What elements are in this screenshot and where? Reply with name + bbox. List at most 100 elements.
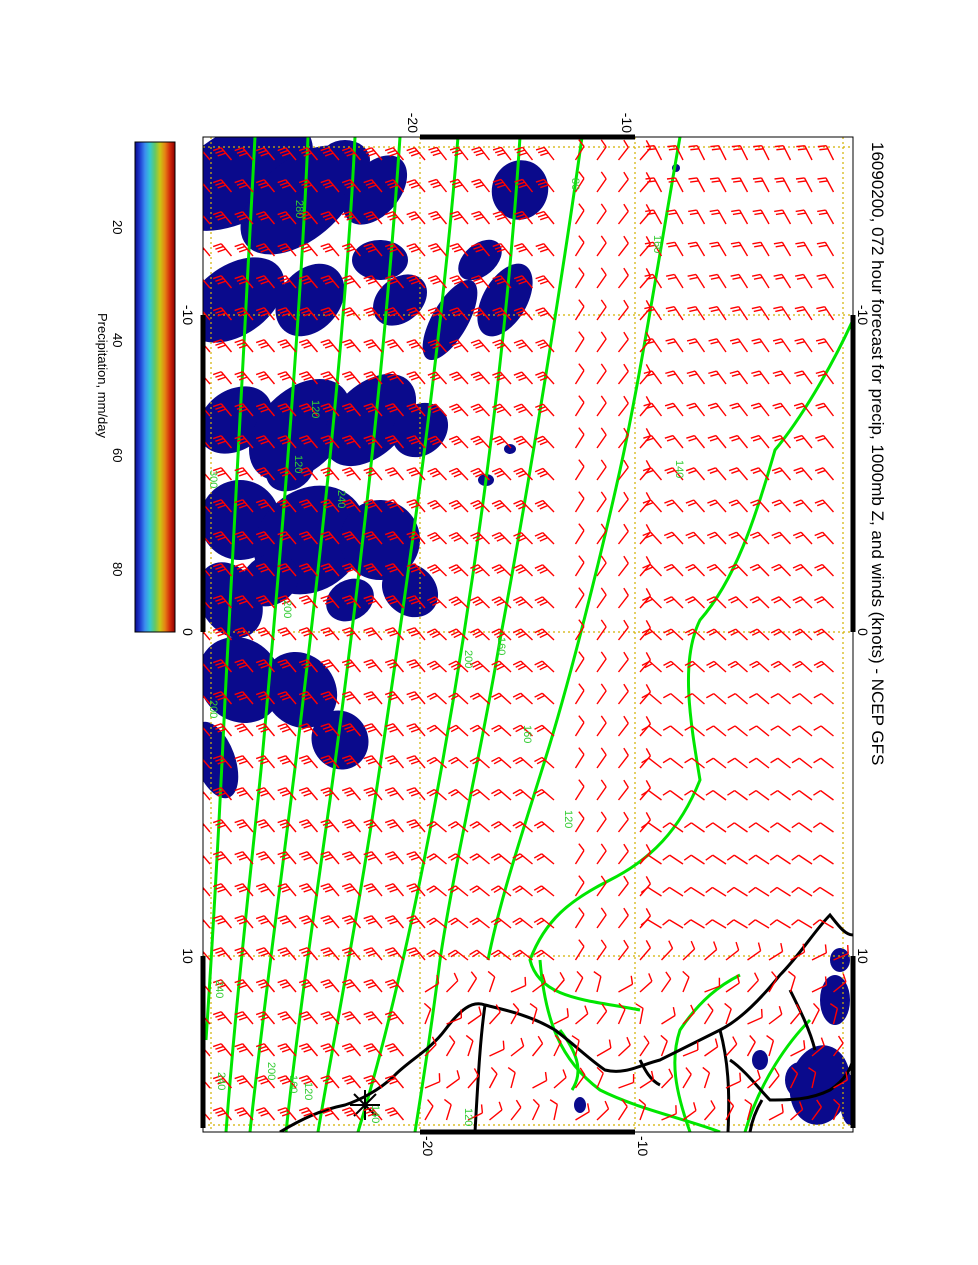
wind-barb [727,789,748,801]
wind-barb [298,947,319,961]
wind-barb [553,1034,562,1057]
precip-area [275,263,345,337]
wind-barb [406,371,426,385]
wind-barb [811,1037,825,1057]
wind-barb [533,949,555,961]
wind-barb [705,822,727,833]
wind-barb [341,211,362,225]
contour-line [248,137,357,1132]
wind-barb [491,564,512,577]
wind-barb [470,531,490,545]
wind-barb [728,531,749,545]
wind-barb [746,972,760,993]
wind-barb [427,403,448,417]
wind-barb [532,1071,548,1089]
wind-barb [617,299,629,321]
wind-barb [574,939,585,961]
wind-barb [635,1003,644,1025]
wind-barb [813,725,834,737]
wind-barb [643,434,663,449]
wind-barb [686,434,706,449]
wind-barb [426,853,447,865]
wind-barb [512,885,533,897]
wind-barb [727,628,748,641]
wind-barb [645,145,663,161]
wind-barb [255,947,276,961]
wind-barb [662,822,684,833]
wind-barb [812,854,834,865]
wind-barb [212,915,233,929]
wind-barb [660,1034,668,1057]
wind-barb [467,971,478,993]
wind-barb [491,499,512,513]
wind-barb [792,563,813,577]
wind-barb [771,596,791,609]
wind-barb [771,531,792,545]
wind-barb [234,435,254,449]
wind-barb [514,178,534,193]
wind-barb [815,402,835,417]
wind-barb [703,1003,714,1025]
wind-barb [617,747,629,769]
wind-barb [683,822,705,833]
wind-barb [298,1043,319,1057]
wind-barb [513,596,533,609]
wind-barb [813,660,834,673]
wind-barb [277,979,297,993]
wind-barb [816,241,835,257]
precip-area [504,444,516,454]
wind-barb [277,1011,297,1025]
wind-barb [663,596,684,609]
wind-barb [363,1075,383,1089]
wind-barb [510,1003,520,1025]
wind-barb [792,660,813,673]
wind-barb [705,757,727,769]
contour-label: 200 [207,700,219,718]
wind-barb [363,243,383,257]
wind-barb [447,821,469,833]
wind-barb [812,886,834,897]
wind-barb [574,459,585,481]
wind-barb [640,919,662,929]
wind-barb [427,596,447,609]
wind-barb [641,789,662,801]
wind-barb [706,693,727,705]
colorbar-gradient [134,141,176,633]
wind-barb [298,147,319,161]
wind-barb [255,435,276,449]
wind-barb [574,907,585,929]
precip-area [477,263,533,337]
wind-barb [644,305,663,321]
wind-barb [596,459,607,481]
wind-barb [813,789,834,801]
wind-barb [814,531,835,545]
wind-barb [574,235,585,257]
wind-barb [320,1107,340,1121]
wind-barb [596,203,607,225]
wind-barb [384,563,405,577]
wind-barb [725,1099,735,1121]
wind-barb [277,819,297,833]
wind-barb [298,371,319,385]
wind-barb [469,660,490,673]
wind-barb [771,563,792,577]
wind-barb [426,756,447,769]
wind-barb [363,659,383,673]
wind-barb [449,178,469,193]
wind-barb [427,307,448,321]
wind-barb [320,147,340,161]
contour-label: 120 [292,455,304,473]
wind-barb [467,1068,480,1089]
wind-barb [277,531,297,545]
wind-barb [320,563,340,577]
wind-barb [320,595,340,609]
wind-barb [617,235,629,257]
wind-barb [729,370,749,385]
wind-barb [470,371,491,385]
wind-barb [341,499,362,513]
wind-barb [363,147,383,161]
wind-barb [255,883,276,897]
wind-barb [688,209,706,225]
wind-barb [596,587,607,609]
wind-barb [203,755,211,769]
